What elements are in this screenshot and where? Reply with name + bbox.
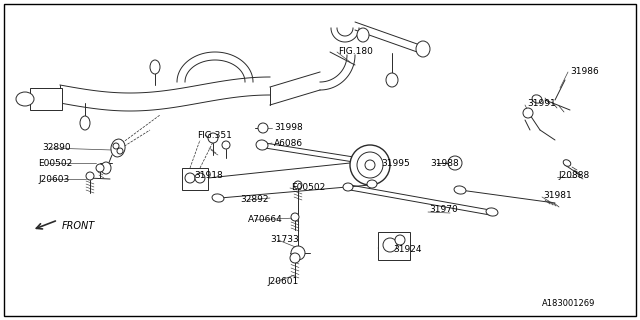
Circle shape [86,172,94,180]
Text: 32892: 32892 [240,196,269,204]
Circle shape [383,238,397,252]
Text: 31986: 31986 [570,68,599,76]
Bar [30,88,62,110]
Text: 31924: 31924 [393,245,422,254]
Circle shape [290,253,300,263]
Bar [378,232,410,260]
Ellipse shape [416,41,430,57]
Circle shape [113,143,119,149]
Ellipse shape [150,60,160,74]
Ellipse shape [256,140,268,150]
Ellipse shape [532,95,542,103]
Ellipse shape [16,92,34,106]
Bar [182,168,208,190]
Text: 31981: 31981 [543,191,572,201]
Circle shape [291,213,299,221]
Text: E00502: E00502 [291,182,325,191]
Circle shape [208,133,218,143]
Ellipse shape [367,180,377,188]
Circle shape [523,108,533,118]
Ellipse shape [80,116,90,130]
Text: FIG.351: FIG.351 [197,131,232,140]
Text: J20888: J20888 [558,172,589,180]
Circle shape [222,141,230,149]
Text: A70664: A70664 [248,215,283,225]
Circle shape [117,148,123,154]
Text: J20601: J20601 [267,277,298,286]
Ellipse shape [111,139,125,157]
Circle shape [294,181,302,189]
Text: 31998: 31998 [274,124,303,132]
Text: A6086: A6086 [274,139,303,148]
Circle shape [350,145,390,185]
Text: 31970: 31970 [429,205,458,214]
Text: 31733: 31733 [270,236,299,244]
Text: 31988: 31988 [430,158,459,167]
Ellipse shape [386,73,398,87]
Ellipse shape [212,194,224,202]
Text: FIG.180: FIG.180 [338,47,373,57]
Text: 31991: 31991 [527,99,556,108]
Text: A183001269: A183001269 [542,299,595,308]
Text: E00502: E00502 [38,158,72,167]
Text: 31918: 31918 [194,171,223,180]
Circle shape [185,173,195,183]
Circle shape [258,123,268,133]
Text: 31995: 31995 [381,158,410,167]
Text: FRONT: FRONT [62,221,95,231]
Circle shape [365,160,375,170]
Circle shape [448,156,462,170]
Text: 32890: 32890 [42,143,70,153]
Ellipse shape [357,28,369,42]
Circle shape [96,164,104,172]
Circle shape [357,152,383,178]
Ellipse shape [563,160,571,166]
Ellipse shape [486,208,498,216]
Circle shape [291,246,305,260]
Circle shape [195,173,205,183]
Ellipse shape [454,186,466,194]
Circle shape [395,235,405,245]
Text: J20603: J20603 [38,174,69,183]
Ellipse shape [101,162,111,174]
Ellipse shape [343,183,353,191]
